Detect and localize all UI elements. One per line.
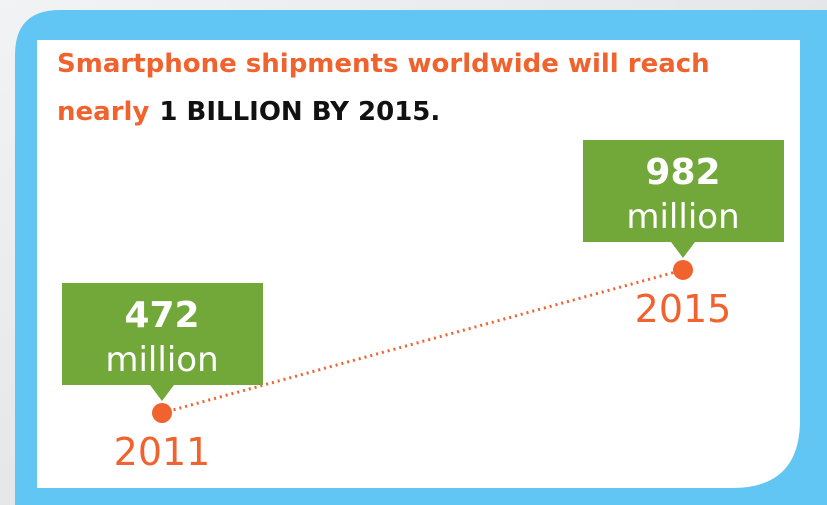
value-unit: million (105, 340, 218, 380)
value-label-box (583, 139, 784, 258)
title-highlight: 1 BILLION BY 2015. (159, 97, 440, 127)
value-unit: million (626, 197, 739, 237)
line (161, 268, 684, 415)
category-label: 2011 (114, 430, 211, 474)
category-label: 2015 (635, 287, 732, 331)
value-label: 472 (124, 295, 199, 336)
title-lead: nearly (57, 97, 149, 127)
point (152, 402, 172, 423)
value-label: 982 (645, 152, 720, 193)
title-line: Smartphone shipments worldwide will reac… (57, 49, 710, 79)
value-label-box (62, 282, 263, 401)
point (673, 259, 693, 280)
